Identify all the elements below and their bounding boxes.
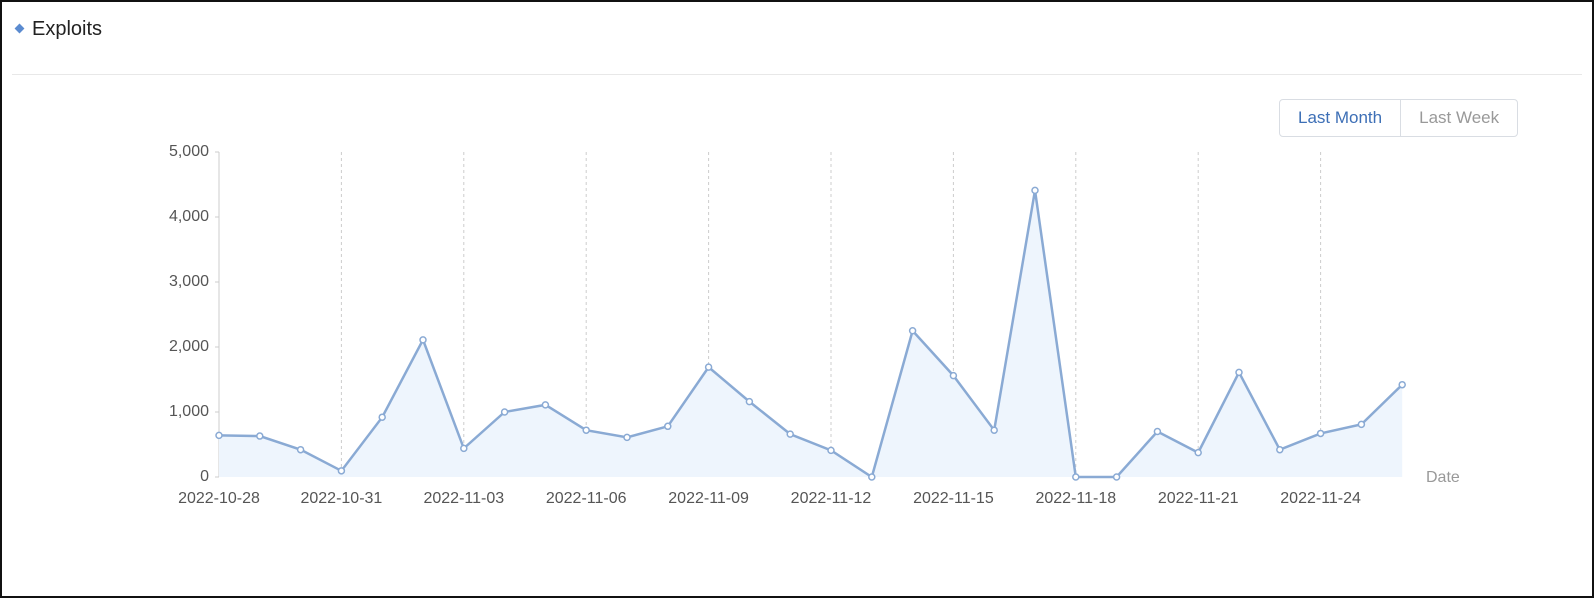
y-tick-label: 2,000 [169, 338, 209, 355]
point [704, 363, 713, 371]
point [419, 336, 427, 344]
point [908, 327, 917, 335]
x-axis-label: Date [1426, 469, 1460, 486]
x-tick-label: 2022-11-15 [913, 490, 994, 507]
x-tick-label: 2022-11-24 [1280, 490, 1361, 507]
x-tick-label: 2022-11-09 [668, 490, 749, 507]
point [664, 422, 672, 431]
point [1398, 380, 1406, 389]
panel-title: Exploits [14, 18, 102, 41]
point [1276, 445, 1284, 454]
separator [12, 74, 1582, 75]
y-tick-label: 3,000 [169, 273, 209, 290]
last-month-button[interactable]: Last Month [1280, 100, 1402, 136]
area [219, 190, 1403, 477]
y-tick-label: 0 [200, 468, 209, 485]
point [623, 433, 631, 442]
x-tick-label: 2022-11-03 [423, 490, 504, 507]
last-week-button[interactable]: Last Week [1419, 108, 1500, 127]
point [1112, 473, 1121, 481]
line [218, 190, 1404, 479]
point [1316, 429, 1325, 438]
point [1357, 420, 1366, 429]
range-toggle: Last Month Last Week [1279, 99, 1519, 137]
x-tick-label: 2022-11-12 [791, 490, 872, 507]
x-tick-label: 2022-11-06 [546, 490, 627, 507]
point [949, 371, 958, 380]
point [1072, 473, 1080, 481]
point [1153, 427, 1162, 436]
point [296, 445, 305, 454]
x-tick-label: 2022-10-28 [178, 490, 260, 507]
x-tick-label: 2022-11-18 [1035, 490, 1116, 507]
point [745, 397, 754, 406]
point [1235, 368, 1243, 377]
point [1194, 448, 1202, 457]
point [337, 467, 346, 475]
point [378, 413, 386, 421]
point [582, 426, 590, 434]
y-tick-label: 1,000 [169, 403, 209, 420]
point [215, 431, 223, 440]
point [786, 430, 794, 438]
point [460, 444, 468, 453]
point [868, 473, 876, 481]
x-tick-label: 2022-11-21 [1158, 490, 1239, 507]
point [256, 432, 264, 440]
point [827, 446, 835, 455]
point [990, 426, 998, 434]
y-tick-label: 4,000 [169, 208, 209, 225]
y-tick-label: 5,000 [169, 143, 209, 160]
point [1031, 186, 1039, 195]
point [500, 408, 509, 416]
point [541, 401, 550, 409]
x-tick-label: 2022-10-31 [300, 490, 382, 507]
